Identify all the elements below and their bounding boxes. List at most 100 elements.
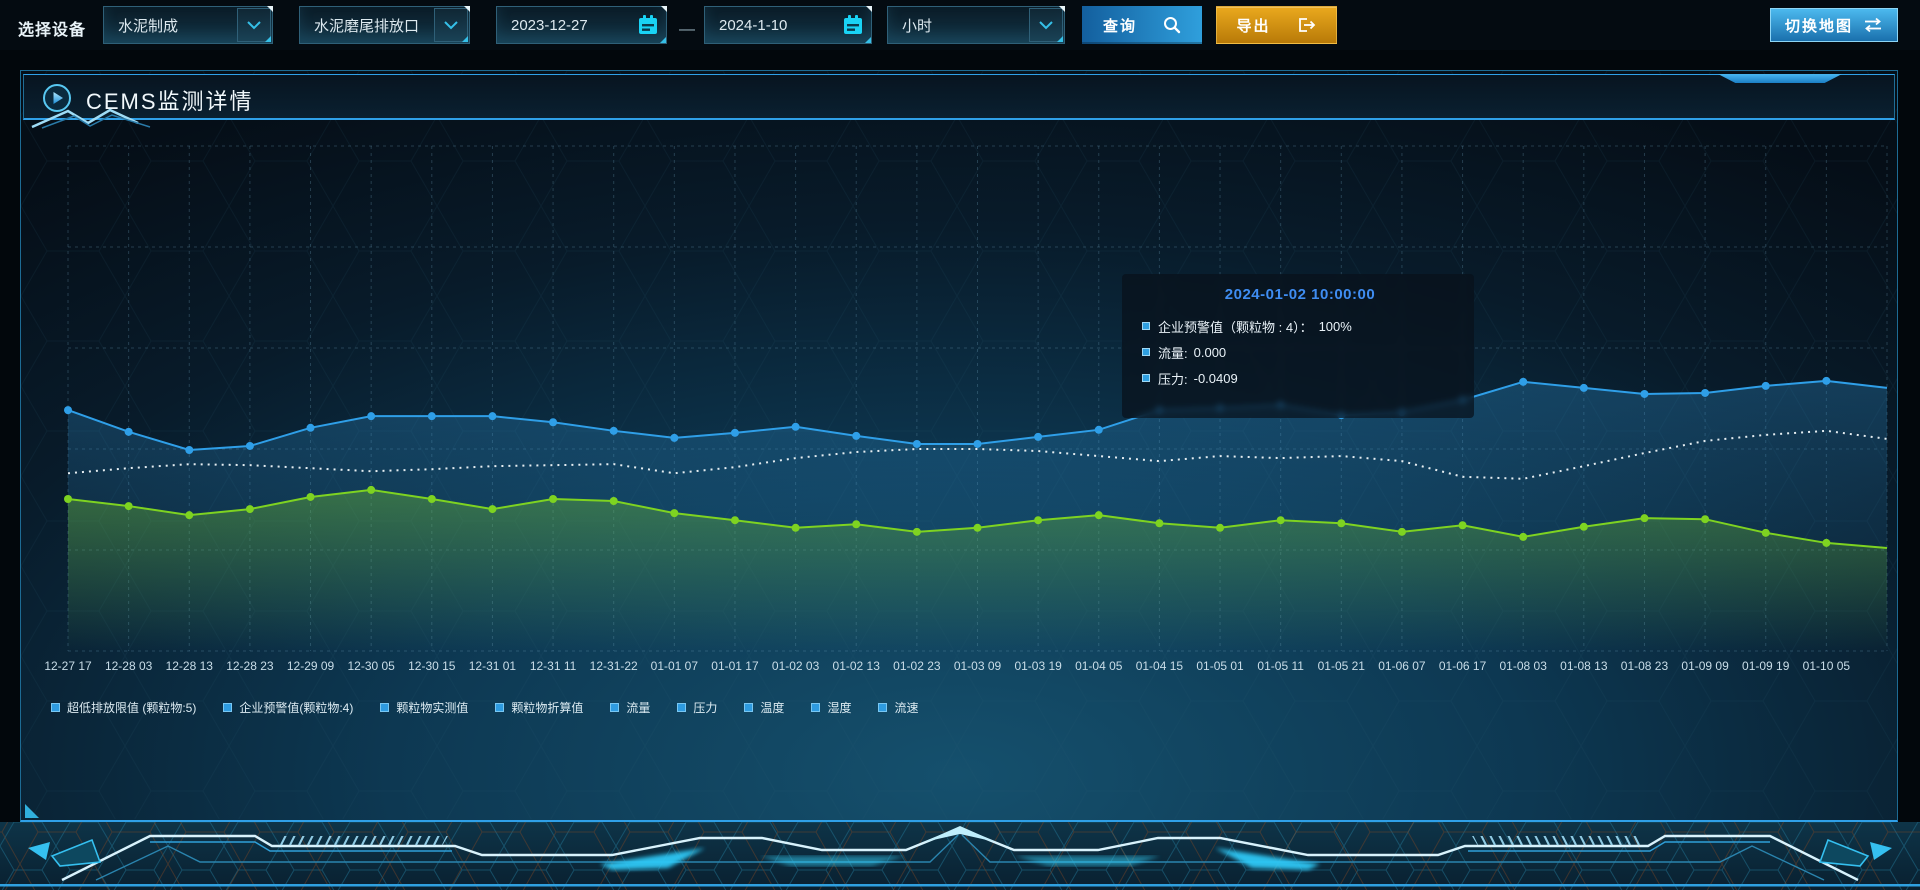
blue-line-marker [1519, 377, 1528, 386]
x-axis-label: 12-27 17 [44, 659, 92, 673]
x-axis-label: 12-31 11 [530, 659, 577, 673]
blue-line-marker [124, 427, 133, 436]
legend-label: 压力 [693, 701, 718, 715]
blue-line-marker [306, 423, 315, 432]
x-axis-label: 12-28 03 [105, 659, 153, 673]
legend-label: 流速 [894, 701, 919, 715]
chart-legend: 超低排放限值 (颗粒物:5) 企业预警值(颗粒物:4) 颗粒物实测值 颗粒物折算值 流量… [51, 699, 918, 716]
calendar-icon[interactable] [836, 8, 871, 43]
tooltip-timestamp: 2024-01-02 10:00:00 [1224, 286, 1376, 303]
x-axis-label: 01-04 05 [1075, 659, 1123, 673]
export-icon [1298, 18, 1315, 32]
x-axis-label: 01-08 13 [1560, 659, 1608, 673]
green-line-marker [306, 492, 315, 501]
x-axis-label: 12-31-22 [590, 659, 638, 673]
legend-item[interactable]: 流量 [610, 699, 650, 716]
cems-line-chart[interactable]: 12-27 17 12-28 03 12-28 13 12-28 23 12-29 09… [21, 71, 1897, 691]
green-line-marker [852, 520, 861, 529]
date-from-input[interactable]: 2023-12-27 [496, 6, 667, 44]
x-axis-label: 01-03 09 [954, 659, 1002, 673]
blue-line-marker [1822, 376, 1831, 385]
tooltip-row-value: 0.000 [1193, 344, 1227, 360]
legend-label: 流量 [626, 701, 651, 715]
green-line-marker [1458, 521, 1467, 530]
x-axis-label: 01-04 15 [1136, 659, 1184, 673]
category-select-value: 水泥制成 [118, 17, 179, 35]
green-line-marker [973, 523, 982, 532]
green-line-marker [488, 505, 497, 514]
legend-item[interactable]: 颗粒物折算值 [495, 699, 583, 716]
tooltip-row: 企业预警值（颗粒物 : 4）： 100% [1142, 313, 1458, 339]
green-line-marker [1822, 538, 1831, 547]
date-to-input[interactable]: 2024-1-10 [704, 6, 872, 44]
query-button[interactable]: 查询 [1082, 6, 1202, 44]
tooltip-row-label: 压力: [1158, 371, 1188, 387]
x-axis-label: 01-09 09 [1681, 659, 1729, 673]
device-select-label: 选择设备 [18, 22, 87, 39]
legend-item[interactable]: 超低排放限值 (颗粒物:5) [51, 699, 196, 716]
category-select[interactable]: 水泥制成 [103, 6, 273, 44]
green-line-marker [1034, 516, 1043, 525]
legend-label: 温度 [760, 701, 785, 715]
blue-line-marker [1579, 383, 1588, 392]
chevron-down-icon[interactable] [1029, 8, 1063, 42]
x-axis-label: 01-10 05 [1803, 659, 1851, 673]
query-button-label: 查询 [1102, 17, 1137, 35]
date-to-value: 2024-1-10 [719, 16, 788, 34]
outlet-select[interactable]: 水泥磨尾排放口 [299, 6, 470, 44]
green-line-marker [1579, 522, 1588, 531]
green-line-marker [245, 505, 254, 514]
x-axis-label: 12-29 09 [287, 659, 335, 673]
legend-item[interactable]: 企业预警值(颗粒物:4) [223, 699, 353, 716]
green-line-marker [185, 511, 194, 520]
legend-label: 颗粒物折算值 [511, 701, 584, 715]
x-axis-label: 01-01 17 [711, 659, 759, 673]
interval-select[interactable]: 小时 [887, 6, 1065, 44]
blue-line-marker [367, 412, 376, 421]
switch-map-label: 切换地图 [1784, 17, 1853, 35]
green-line-marker [1397, 527, 1406, 536]
blue-line-marker [973, 439, 982, 448]
green-line-marker [367, 485, 376, 494]
green-line-marker [1276, 516, 1285, 525]
chevron-down-icon[interactable] [434, 8, 468, 42]
export-button-label: 导出 [1236, 17, 1271, 35]
green-line-area [68, 489, 1887, 651]
panel-corner-accent [25, 804, 39, 818]
legend-item[interactable]: 湿度 [811, 699, 851, 716]
bottom-tech-frame [0, 822, 1920, 890]
outlet-select-value: 水泥磨尾排放口 [314, 17, 420, 35]
x-axis-label: 01-06 07 [1378, 659, 1426, 673]
blue-line-marker [1761, 381, 1770, 390]
legend-item[interactable]: 颗粒物实测值 [380, 699, 468, 716]
green-line-marker [1216, 523, 1225, 532]
export-button[interactable]: 导出 [1216, 6, 1337, 44]
x-axis-label: 01-06 17 [1439, 659, 1487, 673]
legend-item[interactable]: 温度 [744, 699, 784, 716]
top-toolbar: 选择设备 水泥制成 水泥磨尾排放口 2023-12-27 [0, 0, 1920, 50]
blue-line-marker [1701, 388, 1710, 397]
calendar-icon[interactable] [631, 8, 666, 43]
green-line-marker [730, 516, 739, 525]
legend-item[interactable]: 流速 [878, 699, 918, 716]
blue-line-marker [64, 406, 72, 415]
green-line-marker [1094, 511, 1103, 520]
date-from-value: 2023-12-27 [511, 16, 588, 34]
chevron-down-icon[interactable] [237, 8, 271, 42]
x-axis-label: 01-03 19 [1014, 659, 1062, 673]
blue-line-marker [1034, 432, 1043, 441]
green-line-marker [1337, 519, 1346, 528]
legend-item[interactable]: 压力 [677, 699, 717, 716]
header-notch-decoration [1718, 74, 1842, 83]
x-axis-label: 01-02 13 [833, 659, 881, 673]
legend-marker-icon [677, 703, 687, 712]
x-axis-label: 01-02 03 [772, 659, 820, 673]
green-line-marker [670, 509, 679, 518]
blue-line-marker [852, 431, 861, 440]
legend-marker-icon [811, 703, 821, 712]
blue-line-marker [730, 428, 739, 437]
green-line-marker [64, 494, 72, 503]
legend-marker-icon [878, 703, 888, 712]
switch-map-button[interactable]: 切换地图 [1769, 8, 1898, 42]
green-line-marker [1761, 528, 1770, 537]
